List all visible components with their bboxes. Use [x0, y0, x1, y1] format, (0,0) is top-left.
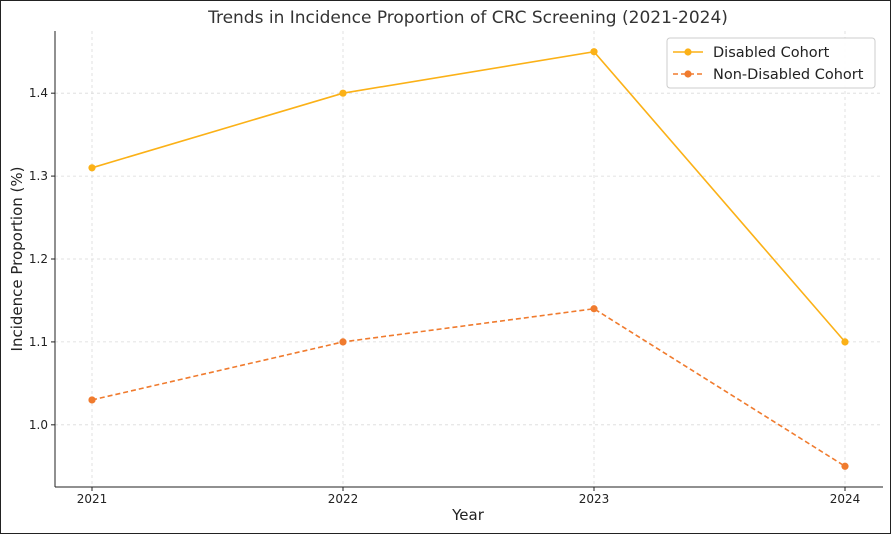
grid — [55, 31, 883, 487]
chart-title: Trends in Incidence Proportion of CRC Sc… — [207, 8, 728, 28]
y-tick-label: 1.4 — [29, 86, 48, 100]
legend-label-non-disabled-cohort: Non-Disabled Cohort — [713, 67, 864, 83]
x-tick-label: 2024 — [830, 492, 861, 506]
disabled-cohort-line — [91, 50, 846, 343]
non-disabled-cohort-point — [88, 396, 96, 404]
y-axis-label: Incidence Proportion (%) — [8, 167, 26, 352]
non-disabled-cohort-line — [91, 307, 846, 467]
x-tick-label: 2021 — [77, 492, 108, 506]
y-tick-label: 1.2 — [29, 252, 48, 266]
disabled-cohort-point — [590, 48, 598, 56]
x-tick-label: 2022 — [328, 492, 359, 506]
y-tick-label: 1.3 — [29, 169, 48, 183]
legend-box — [666, 37, 876, 89]
disabled-cohort-point — [841, 338, 849, 346]
y-tick-label: 1.0 — [29, 418, 48, 432]
non-disabled-cohort-point — [590, 305, 598, 313]
non-disabled-cohort-point — [841, 462, 849, 470]
disabled-cohort-point — [339, 89, 347, 97]
legend-label-disabled-cohort: Disabled Cohort — [713, 45, 830, 61]
disabled-cohort-point — [88, 164, 96, 172]
x-axis-label: Year — [451, 506, 485, 524]
y-tick-label: 1.1 — [29, 335, 48, 349]
legend: Disabled Cohort Non-Disabled Cohort — [666, 37, 876, 89]
series-layer — [88, 48, 849, 470]
legend-marker-non-disabled-cohort — [684, 70, 692, 78]
axes: 2021 2022 2023 2024 1.0 1.1 1.2 1.3 1.4 — [29, 31, 883, 506]
x-tick-label: 2023 — [579, 492, 610, 506]
legend-marker-disabled-cohort — [684, 48, 692, 56]
non-disabled-cohort-point — [339, 338, 347, 346]
